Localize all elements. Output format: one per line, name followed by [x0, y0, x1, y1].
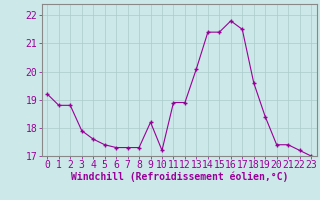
X-axis label: Windchill (Refroidissement éolien,°C): Windchill (Refroidissement éolien,°C) — [70, 172, 288, 182]
